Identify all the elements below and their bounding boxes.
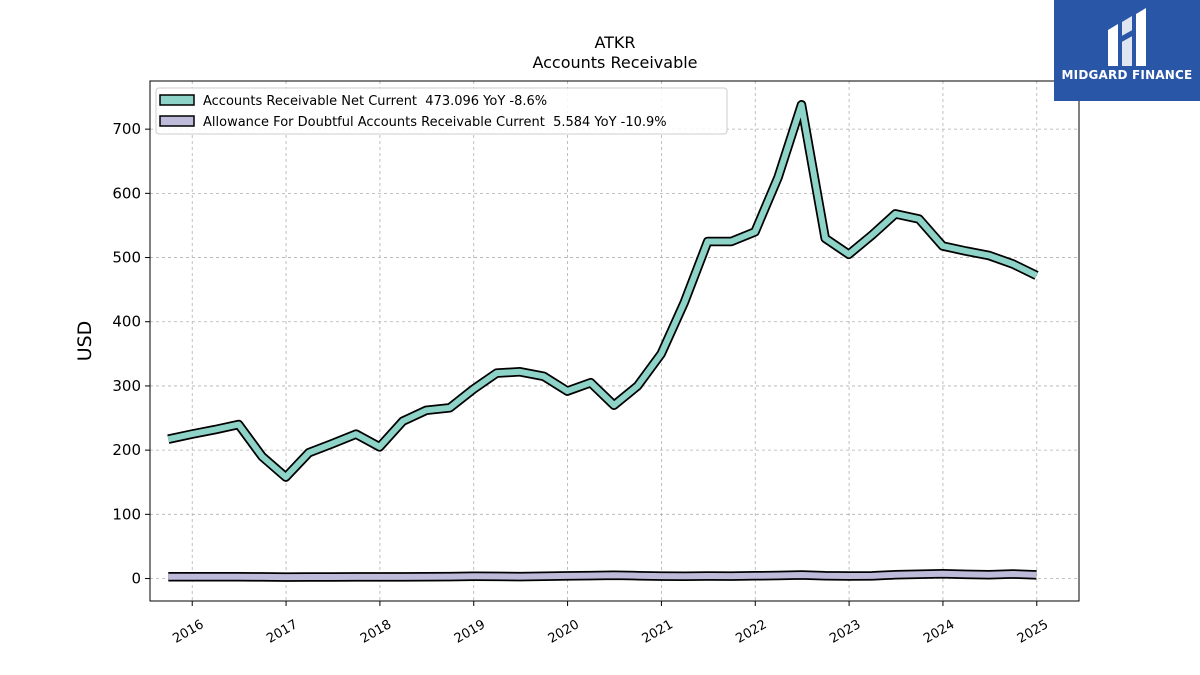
chart-title: ATKR: [594, 33, 635, 52]
legend: Accounts Receivable Net Current 473.096 …: [155, 87, 728, 135]
series-layer: [167, 100, 1039, 582]
legend-box: [155, 87, 728, 135]
x-tick-label: 2024: [921, 617, 957, 647]
logo-wordmark: MIDGARD FINANCE: [1061, 68, 1193, 82]
legend-label-allowance: Allowance For Doubtful Accounts Receivab…: [203, 115, 667, 130]
y-tick-label: 100: [112, 505, 141, 523]
series-outline-receivable: [167, 100, 1039, 482]
y-tick-label: 400: [112, 313, 141, 331]
legend-swatch-receivable: [159, 94, 195, 106]
y-tick-label: 500: [112, 249, 141, 267]
y-tick-label: 0: [131, 570, 141, 588]
midgard-finance-logo: MIDGARD FINANCE: [1054, 0, 1200, 101]
x-tick-label: 2016: [170, 617, 206, 647]
y-tick-label: 200: [112, 441, 141, 459]
legend-swatch-allowance: [159, 115, 195, 127]
chart-subtitle: Accounts Receivable: [532, 53, 697, 72]
x-tick-label: 2023: [827, 617, 863, 647]
grid-layer: [150, 81, 1079, 601]
x-tick-label: 2018: [358, 617, 394, 647]
x-tick-label: 2017: [264, 617, 300, 647]
y-tick-label: 300: [112, 377, 141, 395]
x-tick-label: 2021: [640, 617, 676, 647]
x-tick-label: 2019: [452, 617, 488, 647]
midgard-logo-icon: [1108, 8, 1146, 66]
series-line-receivable: [167, 101, 1038, 481]
x-tick-label: 2022: [733, 617, 769, 647]
y-tick-label: 700: [112, 120, 141, 138]
y-tick-label: 600: [112, 184, 141, 202]
x-tick-label: 2025: [1015, 617, 1051, 647]
series-line-allowance: [168, 570, 1037, 581]
y-axis-label: USD: [74, 321, 96, 362]
legend-label-receivable: Accounts Receivable Net Current 473.096 …: [203, 94, 547, 109]
x-tick-label: 2020: [546, 617, 582, 647]
plot-frame: [149, 80, 1080, 602]
